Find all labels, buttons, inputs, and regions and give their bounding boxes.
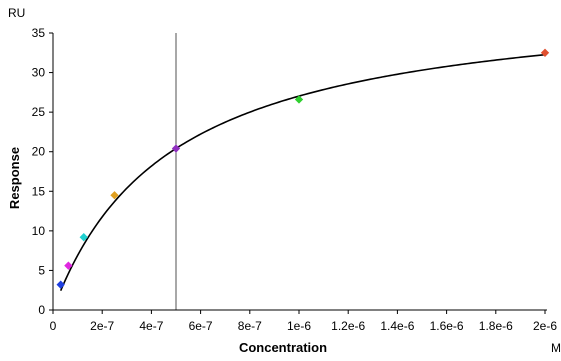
fit-curve bbox=[59, 53, 546, 291]
x-tick-label: 2e-6 bbox=[533, 319, 557, 333]
y-tick-label: 15 bbox=[32, 184, 46, 198]
y-tick-label: 10 bbox=[32, 224, 46, 238]
x-tick-label: 2e-7 bbox=[90, 319, 114, 333]
x-tick-label: 1.2e-6 bbox=[331, 319, 365, 333]
x-axis-title: Concentration bbox=[239, 340, 327, 355]
x-tick-label: 4e-7 bbox=[139, 319, 163, 333]
x-tick-label: 1.6e-6 bbox=[430, 319, 464, 333]
data-point[interactable] bbox=[79, 233, 88, 242]
x-tick-label: 8e-7 bbox=[238, 319, 262, 333]
y-unit-label: RU bbox=[8, 6, 25, 20]
y-tick-label: 20 bbox=[32, 145, 46, 159]
x-unit-label: M bbox=[551, 341, 561, 355]
data-point[interactable] bbox=[294, 95, 304, 104]
x-tick-label: 1e-6 bbox=[287, 319, 311, 333]
data-point[interactable] bbox=[64, 261, 73, 270]
y-tick-label: 0 bbox=[38, 303, 45, 317]
y-axis: 0 5 10 15 20 25 30 35 bbox=[32, 26, 53, 317]
x-tick-label: 6e-7 bbox=[189, 319, 213, 333]
y-axis-title: Response bbox=[7, 147, 22, 209]
x-tick-label: 1.8e-6 bbox=[479, 319, 513, 333]
y-tick-label: 5 bbox=[38, 263, 45, 277]
y-tick-label: 35 bbox=[32, 26, 46, 40]
x-tick-label: 0 bbox=[50, 319, 57, 333]
y-tick-label: 30 bbox=[32, 66, 46, 80]
data-point[interactable] bbox=[540, 48, 550, 57]
x-tick-label: 1.4e-6 bbox=[380, 319, 414, 333]
data-point[interactable] bbox=[56, 280, 65, 289]
x-axis: 0 2e-7 4e-7 6e-7 8e-7 1e-6 1.2e-6 1.4e-6 1.6e-6 1… bbox=[50, 310, 557, 333]
data-point[interactable] bbox=[110, 191, 119, 200]
y-tick-label: 25 bbox=[32, 105, 46, 119]
data-point[interactable] bbox=[171, 144, 181, 153]
data-points bbox=[56, 48, 550, 289]
